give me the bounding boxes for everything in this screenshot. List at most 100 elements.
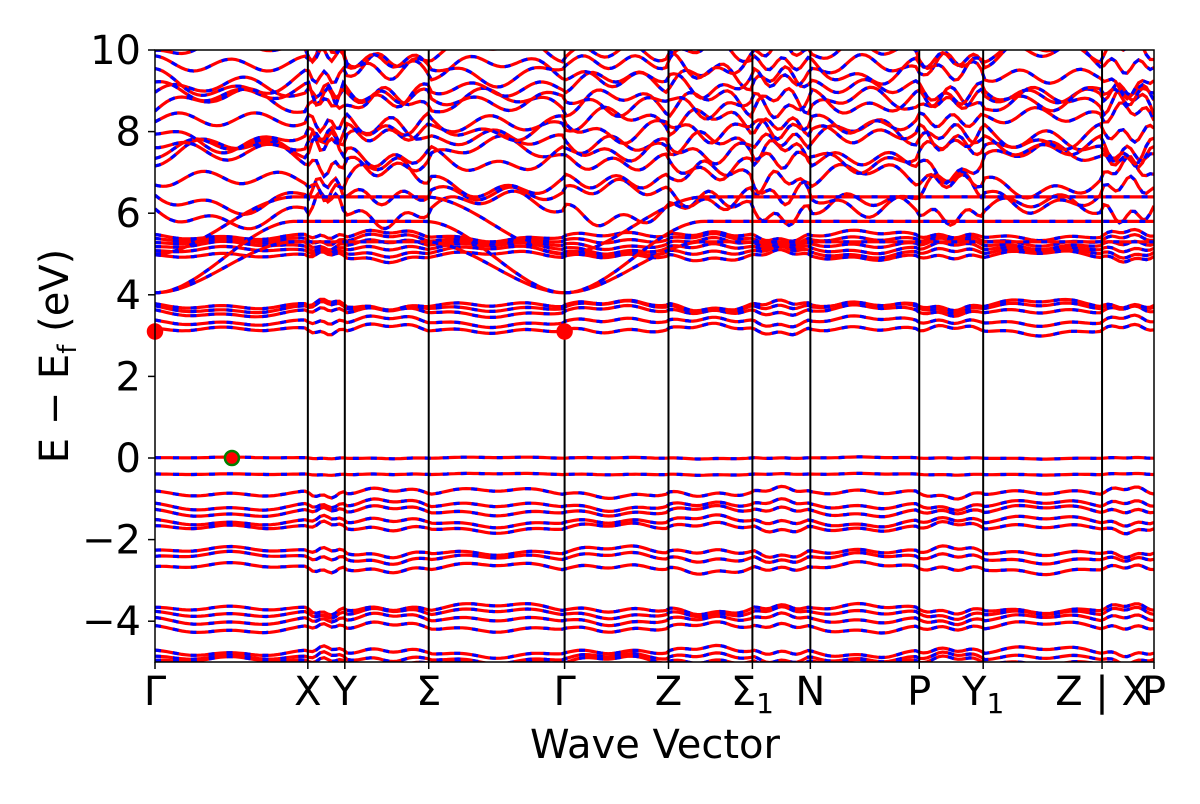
x-tick-symbol: Z | X bbox=[1055, 669, 1149, 715]
band-line bbox=[155, 219, 1154, 295]
band-line bbox=[155, 51, 1154, 101]
band-upper-2 bbox=[155, 154, 1154, 207]
x-tick-label: Z | X bbox=[1055, 669, 1149, 715]
x-tick-label: N bbox=[795, 669, 825, 715]
band-valence-9 bbox=[155, 559, 1154, 577]
band-upper-11 bbox=[155, 51, 1154, 101]
x-tick-label: Σ bbox=[416, 669, 441, 715]
band-line bbox=[155, 169, 1154, 219]
x-tick-symbol: Y bbox=[961, 669, 987, 715]
band-edge-marker-vbm bbox=[223, 449, 241, 467]
y-tick-label: 4 bbox=[116, 273, 141, 319]
y-axis-label-main: E − E bbox=[32, 354, 78, 464]
y-tick-label: 6 bbox=[116, 191, 141, 237]
y-axis-label: E − Ef (eV) bbox=[32, 249, 83, 464]
band-line-dashed bbox=[155, 105, 1154, 155]
band-line-dashed bbox=[155, 154, 1154, 207]
band-valence-6 bbox=[155, 519, 1154, 536]
band-line-dashed bbox=[155, 239, 1154, 256]
band-line-dashed bbox=[155, 549, 1154, 566]
band-valence-4 bbox=[155, 503, 1154, 519]
x-tick-symbol: Y bbox=[332, 669, 358, 715]
band-dispersive-1 bbox=[155, 219, 1154, 295]
x-tick-symbol: P bbox=[907, 669, 931, 715]
y-ticks: −4 −2 0 2 4 6 8 10 bbox=[82, 28, 155, 645]
band-line-dashed bbox=[155, 513, 1154, 530]
band-line-dashed bbox=[155, 605, 1154, 622]
band-upper-10 bbox=[155, 62, 1154, 113]
markers-layer bbox=[146, 323, 573, 467]
band-valence-13 bbox=[155, 620, 1154, 635]
band-valence-14 bbox=[155, 643, 1154, 660]
band-valence-1 bbox=[155, 471, 1154, 477]
x-tick-label: Σ1 bbox=[731, 669, 774, 720]
band-line-dashed bbox=[155, 643, 1154, 660]
band-conduction-0 bbox=[155, 321, 1154, 338]
band-dispersive-2 bbox=[155, 195, 1154, 256]
band-line-dashed bbox=[155, 601, 1154, 617]
x-tick-symbol: Σ bbox=[731, 669, 756, 715]
band-line-dashed bbox=[155, 544, 1154, 560]
band-conduction-8 bbox=[155, 235, 1154, 252]
kpoint-lines bbox=[306, 50, 1104, 662]
x-tick-subscript: 1 bbox=[986, 687, 1004, 720]
band-valence-7 bbox=[155, 544, 1154, 560]
band-line-dashed bbox=[155, 620, 1154, 635]
band-upper-6 bbox=[155, 105, 1154, 155]
band-valence-12 bbox=[155, 611, 1154, 628]
band-upper-9 bbox=[155, 75, 1154, 121]
band-conduction-4 bbox=[155, 297, 1154, 313]
band-line-dashed bbox=[155, 235, 1154, 252]
band-valence-15 bbox=[155, 650, 1154, 662]
x-tick-symbol: X bbox=[294, 669, 321, 715]
x-tick-label: Γ bbox=[553, 669, 576, 715]
x-tick-label: Z bbox=[655, 669, 682, 715]
band-conduction-10 bbox=[155, 227, 1154, 244]
band-upper-13 bbox=[155, 50, 1154, 82]
band-line-dashed bbox=[155, 321, 1154, 338]
x-tick-label: Y bbox=[332, 669, 358, 715]
band-upper-1 bbox=[155, 169, 1154, 219]
y-tick-label: 10 bbox=[90, 28, 141, 74]
band-conduction-7 bbox=[155, 239, 1154, 256]
band-valence-2 bbox=[155, 484, 1154, 501]
x-tick-symbol: P bbox=[1142, 669, 1166, 715]
band-line-dashed bbox=[155, 503, 1154, 519]
band-upper-5 bbox=[155, 115, 1154, 166]
x-tick-symbol: Σ bbox=[416, 669, 441, 715]
band-upper-7 bbox=[155, 101, 1154, 146]
band-conduction-1 bbox=[155, 313, 1154, 330]
y-tick-label: −4 bbox=[82, 599, 141, 645]
y-tick-label: 8 bbox=[116, 110, 141, 156]
band-line-dashed bbox=[155, 227, 1154, 244]
band-line-dashed bbox=[155, 313, 1154, 330]
x-ticks: Γ X Y Σ Γ Z Σ1 N P Y1 Z | XP bbox=[144, 662, 1166, 720]
y-axis-label-sub: f bbox=[53, 344, 83, 354]
band-upper-3 bbox=[155, 134, 1154, 185]
x-tick-label: Γ bbox=[144, 669, 167, 715]
x-tick-label: X bbox=[294, 669, 321, 715]
band-valence-0 bbox=[155, 455, 1154, 461]
band-line bbox=[155, 101, 1154, 146]
band-line-dashed bbox=[155, 519, 1154, 536]
band-line-dashed bbox=[155, 559, 1154, 577]
band-line bbox=[155, 134, 1154, 185]
band-line-dashed bbox=[155, 115, 1154, 166]
band-conduction-2 bbox=[155, 303, 1154, 319]
band-line-dashed bbox=[155, 497, 1154, 514]
x-axis-label: Wave Vector bbox=[530, 722, 781, 768]
band-line-dashed bbox=[155, 188, 1154, 231]
x-tick-subscript: 1 bbox=[756, 687, 774, 720]
band-line bbox=[155, 195, 1154, 256]
x-tick-label: P bbox=[1142, 669, 1166, 715]
band-line-dashed bbox=[155, 471, 1154, 477]
band-line bbox=[155, 75, 1154, 121]
band-line-dashed bbox=[155, 484, 1154, 501]
x-tick-symbol: N bbox=[795, 669, 825, 715]
band-line-dashed bbox=[155, 650, 1154, 662]
band-valence-8 bbox=[155, 549, 1154, 566]
band-upper-12 bbox=[155, 50, 1154, 89]
y-tick-label: 0 bbox=[116, 436, 141, 482]
